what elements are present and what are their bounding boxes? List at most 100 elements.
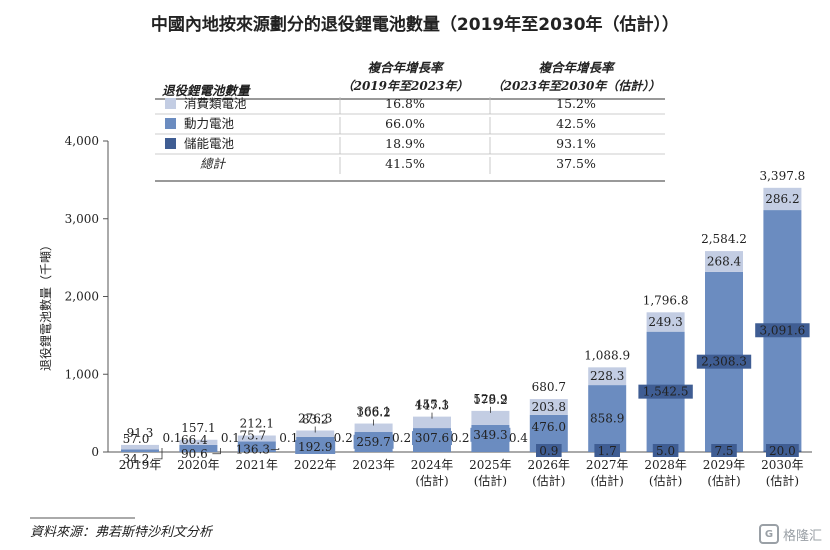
legend-label: 總計 bbox=[200, 156, 227, 171]
legend-swatch bbox=[165, 98, 176, 109]
power-label-bg bbox=[295, 439, 336, 454]
watermark-text: 格隆汇 bbox=[782, 528, 822, 544]
storage-label-bg bbox=[766, 444, 799, 457]
total-label: 3,397.8 bbox=[759, 169, 805, 183]
power-label: 136.3 bbox=[236, 443, 270, 457]
total-label: 1,796.8 bbox=[643, 293, 689, 307]
storage-label: 1.7 bbox=[598, 444, 617, 458]
power-label: 2,308.3 bbox=[701, 355, 747, 369]
bar-stack: 1,796.8 249.3 1,542.5 5.0 bbox=[638, 293, 693, 458]
total-label: 1,088.9 bbox=[584, 348, 630, 362]
consumer-label: 203.8 bbox=[532, 400, 566, 414]
y-axis: 0 1,000 2,000 3,000 4,000 bbox=[65, 134, 109, 459]
bar-stack: 2,584.2 268.4 2,308.3 7.5 bbox=[696, 232, 752, 458]
power-label-bg bbox=[353, 434, 394, 449]
x-tick-estimate: (估計) bbox=[707, 473, 740, 488]
callout-line bbox=[154, 448, 163, 460]
table-col2-sub: （2023年至2030年（估計）） bbox=[492, 79, 661, 93]
x-tick-label: 2021年 bbox=[236, 458, 279, 472]
bar-segment bbox=[705, 251, 743, 272]
consumer-label: 66.4 bbox=[181, 433, 208, 447]
cagr-2019-2023: 16.8% bbox=[385, 96, 425, 111]
bar-segment bbox=[354, 423, 393, 432]
bar-stack: 3,397.8 286.2 3,091.6 20.0 bbox=[755, 169, 810, 458]
source-note: 資料來源：弗若斯特沙利文分析 bbox=[30, 524, 214, 540]
x-tick-label: 2023年 bbox=[352, 458, 395, 472]
bar-stack: 680.7 203.8 476.0 0.9 bbox=[529, 380, 568, 458]
bar-segment bbox=[471, 410, 510, 425]
bar-stack: 157.166.490.6 0.1 bbox=[179, 421, 240, 461]
table-row: 動力電池 66.0% 42.5% bbox=[155, 116, 665, 135]
x-tick-label: 2020年 bbox=[177, 458, 220, 472]
bar-segment bbox=[179, 439, 218, 445]
storage-label-bg bbox=[536, 444, 562, 457]
cagr-2019-2023: 66.0% bbox=[385, 116, 425, 131]
callout-line bbox=[212, 448, 221, 455]
bar-stack: 91.357.0 34.2 0.1 bbox=[121, 426, 182, 466]
y-tick-label: 1,000 bbox=[65, 367, 99, 381]
x-tick-estimate: (估計) bbox=[591, 473, 624, 488]
cagr-2023-2030: 93.1% bbox=[556, 136, 596, 151]
y-tick-label: 4,000 bbox=[65, 134, 99, 148]
y-axis-label: 退役鋰電池數量（千噸） bbox=[38, 239, 53, 371]
power-label: 34.2 bbox=[123, 452, 150, 466]
total-label: 680.7 bbox=[532, 380, 566, 394]
total-label: 212.1 bbox=[240, 417, 274, 431]
y-tick-label: 3,000 bbox=[65, 212, 99, 226]
cagr-table: 退役鋰電池數量 複合年增長率 （2019年至2023年） 複合年增長率 （202… bbox=[155, 60, 665, 182]
power-label: 259.7 bbox=[356, 435, 390, 449]
consumer-label: 249.3 bbox=[648, 315, 682, 329]
power-label: 1,542.5 bbox=[643, 385, 689, 399]
consumer-label: 179.2 bbox=[473, 393, 507, 407]
storage-label: 0.2 bbox=[334, 431, 353, 445]
cagr-2019-2023: 18.9% bbox=[385, 136, 425, 151]
power-label: 349.3 bbox=[473, 428, 507, 442]
total-label: 2,584.2 bbox=[701, 232, 747, 246]
legend-label: 動力電池 bbox=[184, 116, 235, 131]
consumer-label: 228.3 bbox=[590, 369, 624, 383]
table-header-label: 退役鋰電池數量 bbox=[162, 83, 251, 98]
storage-label: 7.5 bbox=[714, 444, 733, 458]
bar-segment bbox=[763, 187, 802, 211]
total-label: 91.3 bbox=[127, 426, 154, 440]
storage-label: 0.1 bbox=[221, 431, 240, 445]
x-tick-label: 2027年 bbox=[586, 458, 629, 472]
bar-stack: 1,088.9 228.3 858.9 1.7 bbox=[584, 348, 630, 458]
bar-segment bbox=[646, 312, 685, 332]
power-label: 192.9 bbox=[298, 440, 332, 454]
x-tick-label: 2024年 bbox=[411, 458, 454, 472]
table-col2-title: 複合年增長率 bbox=[538, 60, 616, 75]
total-label: 157.1 bbox=[181, 421, 215, 435]
storage-label: 0.2 bbox=[392, 431, 411, 445]
power-label-bg bbox=[470, 427, 511, 442]
chart-title: 中國內地按來源劃分的退役鋰電池數量（2019年至2030年（估計）） bbox=[151, 14, 679, 35]
power-label: 307.6 bbox=[415, 431, 449, 445]
storage-label: 0.1 bbox=[162, 431, 181, 445]
consumer-label: 57.0 bbox=[123, 432, 150, 446]
bar-segment bbox=[237, 441, 276, 452]
legend-swatch bbox=[165, 118, 176, 129]
power-label-bg bbox=[412, 431, 452, 446]
x-tick-estimate: (估計) bbox=[532, 473, 565, 488]
legend-label: 消費類電池 bbox=[184, 96, 247, 111]
total-label: 528.9 bbox=[473, 392, 507, 406]
x-tick-label: 2030年 bbox=[761, 458, 804, 472]
cagr-2023-2030: 37.5% bbox=[556, 156, 596, 171]
x-tick-label: 2026年 bbox=[528, 458, 571, 472]
x-tick-label: 2022年 bbox=[294, 458, 337, 472]
consumer-label: 268.4 bbox=[707, 255, 742, 269]
storage-label: 5.0 bbox=[656, 444, 675, 458]
bar-segment bbox=[179, 444, 218, 452]
power-label: 3,091.6 bbox=[759, 323, 805, 337]
x-tick-estimate: (估計) bbox=[766, 473, 799, 488]
legend-swatch bbox=[165, 138, 176, 149]
callout-line bbox=[270, 448, 280, 450]
table-row: 總計 41.5% 37.5% bbox=[200, 156, 596, 174]
watermark-logo-icon: G bbox=[758, 524, 779, 544]
total-label: 366.1 bbox=[356, 405, 390, 419]
consumer-label: 106.2 bbox=[356, 406, 390, 420]
bar-segment bbox=[121, 449, 159, 452]
consumer-label: 286.2 bbox=[765, 192, 799, 206]
